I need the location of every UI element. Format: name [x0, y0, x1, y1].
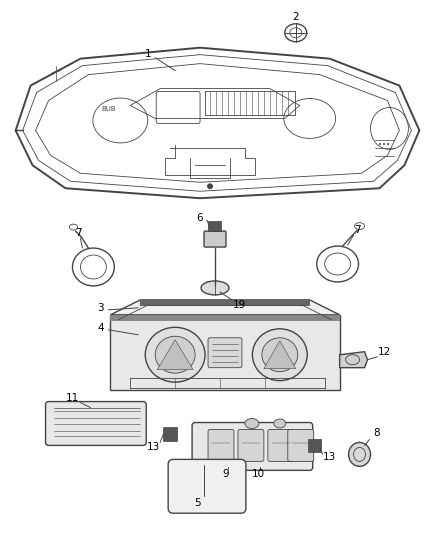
FancyBboxPatch shape [168, 459, 246, 513]
Text: 7: 7 [354, 225, 361, 235]
FancyBboxPatch shape [208, 221, 221, 231]
Text: 1: 1 [145, 49, 152, 59]
FancyBboxPatch shape [308, 439, 321, 453]
Ellipse shape [245, 418, 259, 429]
Polygon shape [110, 315, 339, 321]
Text: 6: 6 [197, 213, 203, 223]
Polygon shape [264, 341, 296, 369]
Ellipse shape [208, 184, 212, 189]
Text: 10: 10 [251, 470, 265, 479]
Text: 8: 8 [373, 429, 380, 439]
Text: 3: 3 [97, 303, 104, 313]
Ellipse shape [274, 419, 286, 428]
FancyBboxPatch shape [192, 423, 313, 470]
Ellipse shape [145, 327, 205, 382]
Polygon shape [339, 352, 367, 368]
Text: 13: 13 [147, 442, 160, 453]
Text: •••: ••• [378, 142, 390, 148]
Polygon shape [157, 340, 193, 370]
Polygon shape [110, 300, 339, 315]
Text: 2: 2 [293, 12, 299, 22]
FancyBboxPatch shape [163, 427, 177, 441]
Polygon shape [140, 300, 310, 306]
FancyBboxPatch shape [288, 430, 314, 462]
FancyBboxPatch shape [46, 401, 146, 446]
FancyBboxPatch shape [208, 430, 234, 462]
Text: BUB: BUB [101, 106, 116, 111]
FancyBboxPatch shape [208, 338, 242, 368]
FancyBboxPatch shape [268, 430, 294, 462]
Ellipse shape [262, 338, 298, 372]
Text: 5: 5 [194, 498, 200, 508]
Text: 13: 13 [323, 453, 336, 463]
Ellipse shape [252, 329, 307, 381]
FancyBboxPatch shape [238, 430, 264, 462]
Ellipse shape [201, 281, 229, 295]
Text: 7: 7 [75, 228, 82, 238]
Text: 11: 11 [66, 393, 79, 402]
Text: 19: 19 [233, 300, 247, 310]
Text: 9: 9 [223, 470, 229, 479]
Text: 12: 12 [378, 347, 391, 357]
Polygon shape [110, 315, 339, 390]
Ellipse shape [155, 336, 195, 373]
Ellipse shape [349, 442, 371, 466]
FancyBboxPatch shape [204, 231, 226, 247]
Text: 4: 4 [97, 323, 104, 333]
